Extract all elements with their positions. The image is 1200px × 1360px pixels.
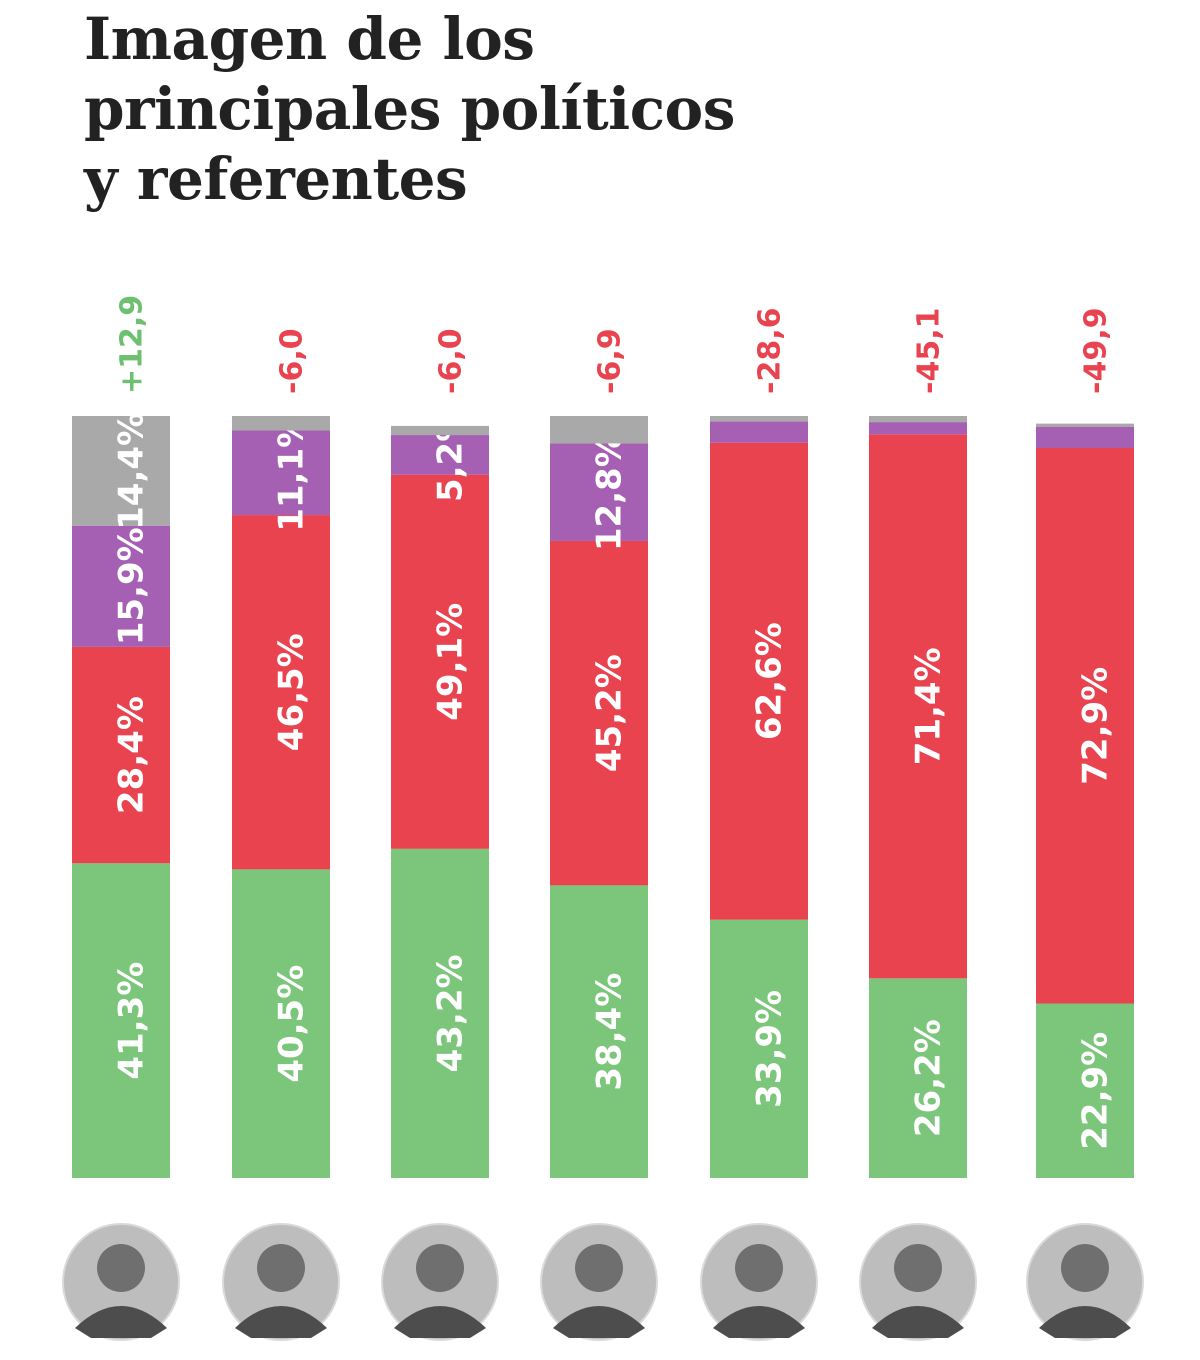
avatar-body-shape: [1039, 1306, 1131, 1338]
bar-segment-negative: [710, 442, 808, 920]
avatar-body-shape: [553, 1306, 645, 1338]
chart-title: Imagen de los principales políticos y re…: [84, 4, 735, 214]
net-value-label: -6,9: [593, 328, 628, 394]
data-label: 26,2%: [909, 1019, 949, 1137]
net-value-label: -28,6: [753, 308, 788, 394]
data-label: 41,3%: [112, 962, 152, 1080]
bar-group: 33,9% 62,6% -28,6: [710, 308, 808, 1178]
bar-segment-positive: [72, 863, 170, 1178]
bar-segment-regular: [1036, 426, 1134, 449]
avatar-body-shape: [75, 1306, 167, 1338]
avatar: [540, 1223, 658, 1341]
bar-segment-regular: [391, 435, 489, 475]
data-label: 72,9%: [1076, 667, 1116, 785]
avatar-head-shape: [97, 1244, 145, 1292]
title-line-2: principales políticos: [84, 75, 735, 143]
avatar-head-shape: [257, 1244, 305, 1292]
bar-segment-regular: [869, 422, 967, 435]
bar-segment-nosabe: [1036, 423, 1134, 427]
avatar-head-shape: [416, 1244, 464, 1292]
data-label: 46,5%: [272, 633, 312, 751]
avatar-body-shape: [394, 1306, 486, 1338]
title-line-1: Imagen de los: [84, 5, 535, 73]
data-label: 22,9%: [1076, 1032, 1116, 1150]
bar-segment-positive: [710, 919, 808, 1178]
avatar: [62, 1223, 180, 1341]
data-label: 15,9%: [112, 527, 152, 645]
bar-segment-regular: [232, 430, 330, 516]
avatar-body-shape: [872, 1306, 964, 1338]
bar-segment-positive: [550, 885, 648, 1178]
bar-segment-negative: [550, 540, 648, 886]
avatar: [700, 1223, 818, 1341]
avatar-body-shape: [235, 1306, 327, 1338]
data-label: 28,4%: [112, 696, 152, 814]
data-label: 43,2%: [431, 954, 471, 1072]
bar-group: 41,3% 28,4% 15,9%14,4% +12,9: [72, 295, 170, 1178]
avatar-body-shape: [713, 1306, 805, 1338]
avatar: [222, 1223, 340, 1341]
data-label: 33,9%: [750, 990, 790, 1108]
data-label: 5,2%: [431, 408, 471, 502]
net-value-label: -49,9: [1079, 308, 1114, 394]
net-value-label: +12,9: [115, 295, 150, 394]
bar-group: 43,2% 49,1% 5,2% -6,0: [391, 328, 489, 1178]
bar-segment-nosabe: [869, 416, 967, 423]
bar-group: 38,4% 45,2% 12,8% -6,9: [550, 328, 648, 1178]
avatar: [859, 1223, 977, 1341]
data-label: 62,6%: [750, 622, 790, 740]
avatar: [381, 1223, 499, 1341]
bar-segment-negative: [232, 515, 330, 870]
bar-segment-negative: [1036, 448, 1134, 1004]
bar-segment-nosabe: [391, 425, 489, 436]
avatar-head-shape: [575, 1244, 623, 1292]
data-label: 45,2%: [590, 654, 630, 772]
bar-segment-positive: [391, 848, 489, 1178]
bar-segment-regular: [72, 525, 170, 647]
avatar: [1026, 1223, 1144, 1341]
bar-segment-negative: [72, 646, 170, 864]
data-label: 71,4%: [909, 647, 949, 765]
bar-segment-nosabe: [710, 416, 808, 422]
net-value-label: -45,1: [912, 308, 947, 394]
title-line-3: y referentes: [84, 145, 468, 213]
net-value-label: -6,0: [275, 328, 310, 394]
bar-segment-negative: [869, 434, 967, 979]
data-label: 40,5%: [272, 965, 312, 1083]
data-label: 11,1%: [272, 414, 312, 532]
bar-segment-regular: [710, 421, 808, 443]
data-label: 38,4%: [590, 973, 630, 1091]
avatar-head-shape: [894, 1244, 942, 1292]
bar-segment-negative: [391, 474, 489, 849]
bar-group: 40,5% 46,5% 11,1% -6,0: [232, 328, 330, 1178]
bar-segment-positive: [1036, 1003, 1134, 1178]
bar-segment-nosabe: [232, 416, 330, 431]
data-label: 49,1%: [431, 603, 471, 721]
data-label: 12,8%: [590, 433, 630, 551]
bar-group: 26,2% 71,4% -45,1: [869, 308, 967, 1178]
bar-group: 22,9% 72,9% -49,9: [1036, 308, 1134, 1178]
data-label: 14,4%: [112, 412, 152, 530]
bar-segment-nosabe: [550, 416, 648, 444]
avatar-head-shape: [735, 1244, 783, 1292]
net-value-label: -6,0: [434, 328, 469, 394]
bar-segment-positive: [869, 978, 967, 1178]
bar-segment-nosabe: [72, 416, 170, 526]
bar-segment-regular: [550, 443, 648, 541]
avatar-head-shape: [1061, 1244, 1109, 1292]
bar-segment-positive: [232, 869, 330, 1178]
